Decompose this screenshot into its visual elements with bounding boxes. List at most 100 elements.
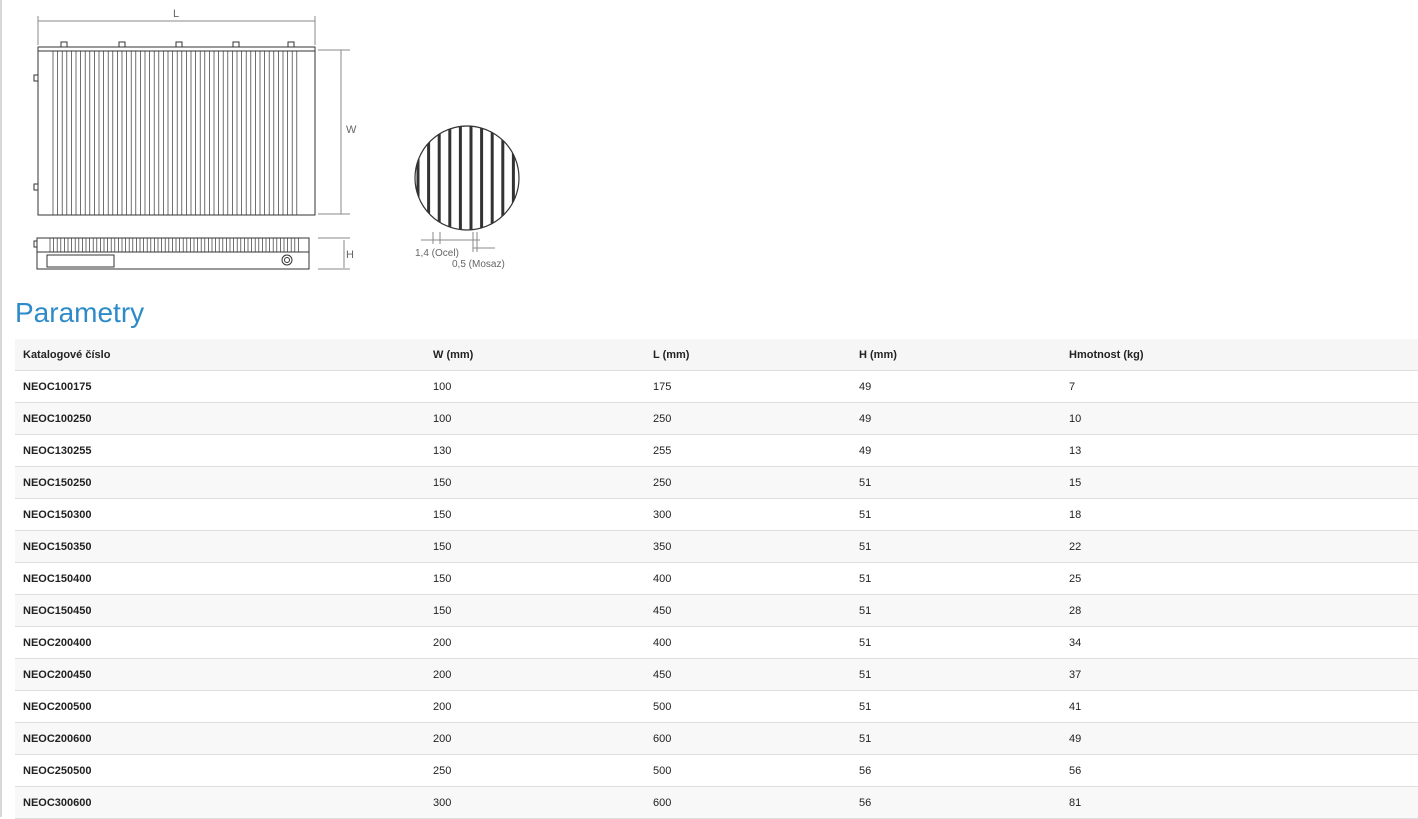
cell-w-value: 250	[425, 754, 645, 787]
cell-l-value: 300	[645, 498, 851, 531]
cell-l-value: 600	[645, 722, 851, 755]
chuck-top-view	[33, 41, 316, 216]
table-row: NEOC150250 150 250 51 15	[15, 466, 1418, 499]
table-row: NEOC100175 100 175 49 7	[15, 370, 1418, 403]
cell-l-value: 250	[645, 402, 851, 435]
cell-weight-value: 25	[1061, 562, 1418, 595]
cell-weight-value: 18	[1061, 498, 1418, 531]
cell-weight-value: 81	[1061, 786, 1418, 819]
mounting-tab	[118, 41, 126, 48]
cell-h-value: 51	[851, 626, 1061, 659]
cell-catalog-number: NEOC100250	[15, 402, 425, 435]
cell-catalog-number: NEOC100175	[15, 370, 425, 403]
cell-weight-value: 37	[1061, 658, 1418, 691]
label-w: W	[346, 124, 357, 136]
cell-w-value: 150	[425, 530, 645, 563]
cell-l-value: 350	[645, 530, 851, 563]
page-title: Parametry	[15, 297, 145, 328]
cell-w-value: 300	[425, 786, 645, 819]
cell-weight-value: 7	[1061, 370, 1418, 403]
label-h: H	[346, 249, 354, 261]
parameters-table: Katalogové číslo W (mm) L (mm) H (mm) Hm…	[15, 339, 1418, 819]
cell-catalog-number: NEOC150450	[15, 594, 425, 627]
header-weight: Hmotnost (kg)	[1061, 339, 1418, 371]
cell-l-value: 400	[645, 626, 851, 659]
cell-h-value: 56	[851, 786, 1061, 819]
table-row: NEOC150350 150 350 51 22	[15, 530, 1418, 563]
cell-h-value: 51	[851, 690, 1061, 723]
cell-catalog-number: NEOC250500	[15, 754, 425, 787]
cell-l-value: 255	[645, 434, 851, 467]
cell-h-value: 51	[851, 466, 1061, 499]
cell-w-value: 150	[425, 466, 645, 499]
cell-h-value: 51	[851, 658, 1061, 691]
table-row: NEOC130255 130 255 49 13	[15, 434, 1418, 467]
table-row: NEOC200450 200 450 51 37	[15, 658, 1418, 691]
cell-h-value: 51	[851, 594, 1061, 627]
cell-catalog-number: NEOC150350	[15, 530, 425, 563]
table-header-row: Katalogové číslo W (mm) L (mm) H (mm) Hm…	[15, 339, 1418, 371]
cell-w-value: 100	[425, 370, 645, 403]
cell-w-value: 150	[425, 594, 645, 627]
mounting-tab	[232, 41, 240, 48]
cell-l-value: 600	[645, 786, 851, 819]
cell-catalog-number: NEOC300600	[15, 786, 425, 819]
table-row: NEOC300600 300 600 56 81	[15, 786, 1418, 819]
table-row: NEOC150300 150 300 51 18	[15, 498, 1418, 531]
cell-catalog-number: NEOC130255	[15, 434, 425, 467]
table-row: NEOC150400 150 400 51 25	[15, 562, 1418, 595]
cell-h-value: 51	[851, 530, 1061, 563]
cell-w-value: 200	[425, 658, 645, 691]
cell-weight-value: 34	[1061, 626, 1418, 659]
brass-pitch-label: 0,5 (Mosaz)	[452, 259, 505, 270]
mounting-tab	[175, 41, 183, 48]
cell-weight-value: 13	[1061, 434, 1418, 467]
cell-catalog-number: NEOC150300	[15, 498, 425, 531]
cell-l-value: 450	[645, 658, 851, 691]
magnetic-chuck-drawing: L W H 1,4 (Ocel) 0,5 (Mosaz)	[33, 8, 520, 270]
cell-h-value: 49	[851, 402, 1061, 435]
cell-l-value: 450	[645, 594, 851, 627]
chuck-side-view	[33, 237, 310, 270]
table-row: NEOC250500 250 500 56 56	[15, 754, 1418, 787]
cell-l-value: 400	[645, 562, 851, 595]
cell-catalog-number: NEOC200500	[15, 690, 425, 723]
cell-w-value: 200	[425, 690, 645, 723]
table-row: NEOC150450 150 450 51 28	[15, 594, 1418, 627]
cell-l-value: 500	[645, 754, 851, 787]
cell-w-value: 200	[425, 722, 645, 755]
cell-w-value: 200	[425, 626, 645, 659]
cell-h-value: 51	[851, 722, 1061, 755]
table-row: NEOC200600 200 600 51 49	[15, 722, 1418, 755]
cell-catalog-number: NEOC150400	[15, 562, 425, 595]
table-row: NEOC200500 200 500 51 41	[15, 690, 1418, 723]
header-l: L (mm)	[645, 339, 851, 371]
cell-catalog-number: NEOC150250	[15, 466, 425, 499]
cell-l-value: 250	[645, 466, 851, 499]
cell-catalog-number: NEOC200600	[15, 722, 425, 755]
cell-w-value: 150	[425, 562, 645, 595]
label-l: L	[173, 8, 179, 20]
cell-h-value: 49	[851, 434, 1061, 467]
header-w: W (mm)	[425, 339, 645, 371]
cell-weight-value: 49	[1061, 722, 1418, 755]
cell-weight-value: 22	[1061, 530, 1418, 563]
table-row: NEOC100250 100 250 49 10	[15, 402, 1418, 435]
cell-w-value: 150	[425, 498, 645, 531]
header-catalog-number: Katalogové číslo	[15, 339, 425, 371]
mounting-tab	[60, 41, 68, 48]
cell-weight-value: 41	[1061, 690, 1418, 723]
cell-l-value: 175	[645, 370, 851, 403]
cell-catalog-number: NEOC200450	[15, 658, 425, 691]
cell-h-value: 51	[851, 562, 1061, 595]
cell-h-value: 51	[851, 498, 1061, 531]
cell-h-value: 49	[851, 370, 1061, 403]
header-h: H (mm)	[851, 339, 1061, 371]
cell-weight-value: 15	[1061, 466, 1418, 499]
cell-weight-value: 10	[1061, 402, 1418, 435]
cell-w-value: 130	[425, 434, 645, 467]
table-row: NEOC200400 200 400 51 34	[15, 626, 1418, 659]
cell-h-value: 56	[851, 754, 1061, 787]
cell-catalog-number: NEOC200400	[15, 626, 425, 659]
cell-weight-value: 56	[1061, 754, 1418, 787]
